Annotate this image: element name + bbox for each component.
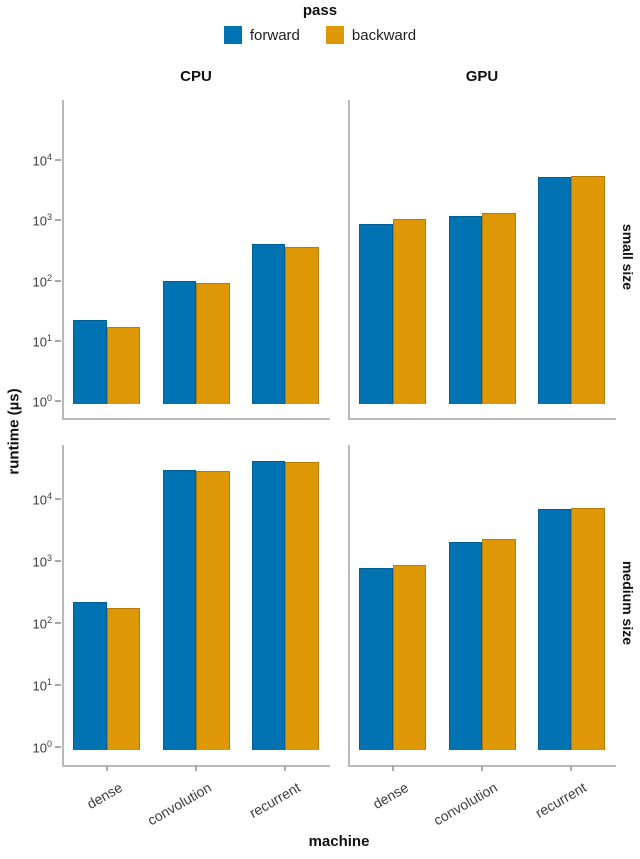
bar-forward-recurrent [251, 460, 286, 751]
y-tick-label: 102 [32, 614, 52, 632]
y-tick-mark [55, 559, 61, 562]
y-axis-label: runtime (µs) [5, 388, 23, 475]
bar-forward-convolution [162, 280, 196, 405]
bar-backward-recurrent [571, 508, 605, 751]
bar-backward-dense [392, 219, 427, 405]
y-tick-label: 104 [32, 152, 52, 169]
legend-title: pass [302, 2, 338, 19]
facet-panel-gpu-medium: dense convolution recurrent [348, 445, 616, 828]
y-tick-mark [55, 684, 61, 686]
y-axis-spine [62, 100, 64, 418]
bar-backward-dense [106, 327, 141, 405]
y-tick-mark [55, 279, 61, 282]
x-tick-label-dense: dense [83, 779, 125, 813]
legend-label-backward: backward [351, 26, 417, 44]
y-tick-label: 103 [32, 552, 52, 570]
facet-panel-gpu-small [348, 100, 616, 420]
bar-forward-convolution [162, 470, 196, 751]
legend-label-forward: forward [249, 26, 300, 44]
bar-forward-convolution [448, 215, 482, 405]
x-tick-label-convolution: convolution [430, 779, 500, 829]
x-tick-mark [391, 765, 394, 771]
y-tick-label: 104 [32, 490, 52, 508]
y-tick-label: 101 [32, 677, 52, 694]
facet-panel-cpu-small: 100 101 102 103 104 [33, 100, 330, 420]
bar-backward-recurrent [285, 461, 319, 751]
y-tick-mark [55, 159, 61, 162]
bar-forward-dense [359, 223, 393, 405]
y-tick-mark [55, 621, 61, 624]
facet-row-label-medium-size: medium size [620, 560, 636, 646]
x-tick-mark [570, 765, 573, 771]
bar-backward-recurrent [571, 175, 605, 405]
y-axis-spine [348, 100, 350, 418]
bar-backward-convolution [196, 471, 230, 751]
y-tick-label: 101 [32, 332, 52, 350]
y-axis-spine [62, 445, 64, 765]
x-tick-mark [105, 765, 108, 771]
bar-forward-recurrent [537, 508, 572, 751]
y-tick-label: 102 [32, 272, 52, 289]
x-tick-mark [481, 765, 483, 771]
x-tick-label-convolution: convolution [144, 779, 214, 829]
x-axis-spine [62, 418, 330, 420]
y-tick-mark [55, 219, 61, 222]
bar-backward-dense [392, 565, 427, 751]
x-tick-mark [284, 765, 287, 771]
facet-panel-cpu-medium: 100 101 102 103 104 dense convolution recurrent [33, 445, 330, 828]
facet-col-title-gpu: GPU [465, 68, 499, 85]
bar-forward-convolution [448, 542, 482, 751]
x-tick-label-recurrent: recurrent [532, 779, 590, 821]
legend-item-backward: backward [325, 26, 417, 44]
y-tick-mark [55, 400, 61, 403]
bar-backward-convolution [196, 282, 230, 405]
y-tick-mark [55, 746, 61, 748]
y-tick-mark [55, 339, 61, 342]
facet-row-label-small-size: small size [620, 223, 636, 291]
bar-forward-dense [359, 567, 393, 751]
bar-forward-dense [73, 601, 107, 751]
x-axis-spine [348, 418, 616, 420]
forward-color-swatch [223, 26, 242, 44]
legend: forward backward [0, 26, 640, 44]
backward-color-swatch [325, 26, 344, 44]
bar-forward-recurrent [251, 244, 286, 405]
legend-item-forward: forward [223, 26, 300, 44]
y-tick-label: 100 [32, 393, 52, 410]
bar-forward-dense [73, 320, 107, 405]
facet-col-title-cpu: CPU [180, 68, 212, 85]
x-axis-label: machine [308, 833, 370, 850]
bar-backward-convolution [482, 539, 516, 751]
y-tick-label: 100 [32, 739, 52, 756]
bar-backward-recurrent [285, 247, 319, 405]
bar-forward-recurrent [537, 176, 572, 405]
y-tick-mark [55, 497, 61, 500]
x-tick-mark [195, 765, 197, 771]
bar-backward-dense [106, 607, 141, 751]
y-tick-label: 103 [32, 212, 52, 229]
bar-backward-convolution [482, 212, 516, 405]
y-axis-spine [348, 445, 350, 765]
